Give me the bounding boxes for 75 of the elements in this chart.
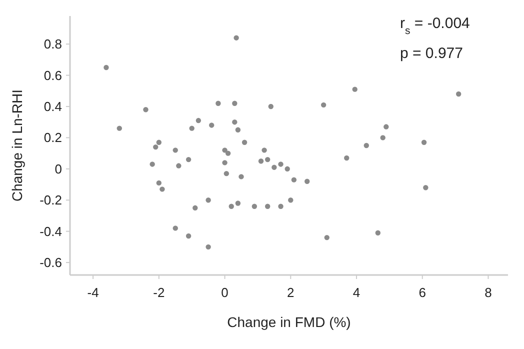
point [186, 156, 192, 162]
point [252, 204, 258, 209]
point [156, 140, 162, 145]
point [222, 148, 228, 153]
point [235, 127, 241, 132]
point [225, 150, 231, 156]
x-tick-label: -4 [87, 285, 99, 300]
point [116, 126, 122, 131]
annotation: p = 0.977 [400, 45, 463, 62]
point [209, 122, 214, 128]
point [242, 140, 248, 145]
point [288, 198, 294, 203]
point [192, 205, 198, 211]
point [232, 119, 238, 125]
y-tick-label: -0.6 [40, 255, 62, 270]
point [364, 142, 369, 148]
point [352, 86, 358, 92]
point [258, 158, 264, 164]
point [104, 64, 109, 70]
point [153, 144, 158, 150]
point [206, 198, 211, 203]
x-tick-label: 4 [352, 285, 360, 300]
x-tick-label: 6 [418, 285, 426, 300]
point [224, 170, 230, 176]
point [384, 124, 389, 130]
point [375, 230, 381, 236]
point [189, 126, 194, 131]
point [235, 200, 241, 206]
point [264, 156, 270, 162]
point [272, 164, 277, 170]
point [232, 100, 238, 106]
point [456, 91, 462, 97]
y-axis-title: Change in Ln-RHI [9, 89, 25, 202]
point [196, 118, 202, 124]
point [222, 160, 228, 166]
point [172, 226, 178, 231]
y-tick-label: -0.2 [40, 192, 62, 208]
point [262, 148, 267, 153]
point [206, 244, 211, 250]
point [238, 174, 244, 180]
point [228, 204, 234, 209]
point [278, 204, 284, 209]
point [234, 35, 239, 40]
annotation: r$_{s}$ = -0.004 [400, 15, 470, 37]
point [324, 234, 330, 240]
x-axis-title: Change in FMD (%) [227, 314, 351, 330]
point [278, 162, 284, 167]
point [160, 186, 165, 192]
y-tick-label: 0.4 [44, 99, 62, 114]
point [150, 162, 155, 167]
point [344, 155, 350, 161]
point [268, 104, 274, 110]
point [304, 178, 310, 184]
y-tick-label: 0.2 [44, 130, 62, 146]
point [421, 140, 427, 145]
point [156, 180, 162, 186]
x-tick-label: 8 [484, 285, 492, 300]
point [143, 107, 148, 112]
point [291, 177, 297, 182]
y-tick-label: -0.4 [40, 224, 62, 239]
point [216, 100, 221, 106]
point [172, 148, 178, 153]
point [320, 102, 326, 108]
x-tick-label: 0 [221, 285, 228, 300]
y-tick-label: 0 [54, 161, 62, 176]
x-tick-label: 2 [287, 285, 294, 300]
point [423, 185, 428, 190]
point [264, 204, 270, 209]
point [284, 166, 290, 172]
y-tick-label: 0.8 [44, 36, 62, 52]
point [176, 163, 182, 168]
point [186, 233, 192, 239]
point [380, 135, 386, 140]
x-tick-label: -2 [153, 285, 165, 300]
y-tick-label: 0.6 [44, 68, 62, 83]
